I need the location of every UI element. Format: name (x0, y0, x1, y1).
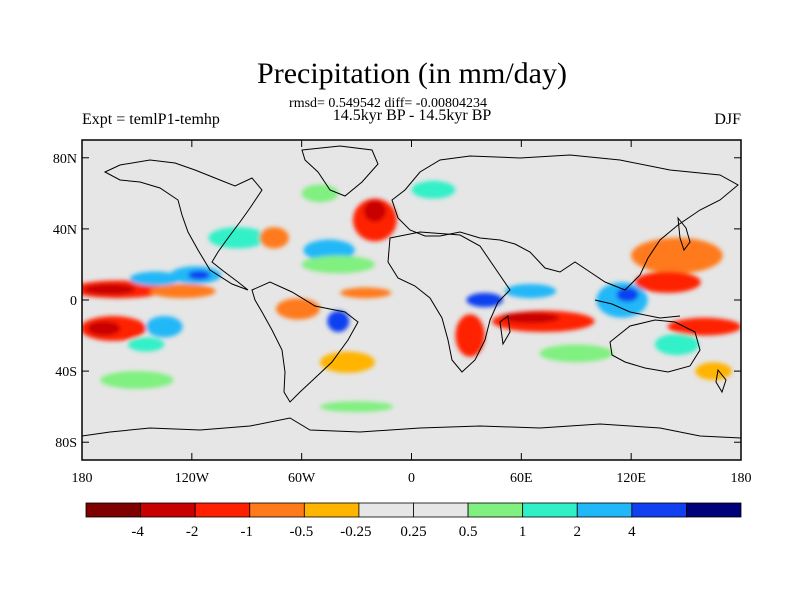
anomaly-region-s-pacific-wet2 (127, 337, 165, 352)
coastline-japan (677, 216, 691, 252)
anomaly-regions (82, 180, 741, 412)
colorbar-label-1: -2 (186, 524, 199, 540)
anomaly-region-n-america-wet (208, 227, 267, 249)
y-axis-ticks: 80N 40N 0 40S 80S (53, 152, 741, 451)
colorbar-swatch-5 (358, 502, 414, 518)
coastline-south-america (251, 281, 359, 403)
stats-line: rmsd= 0.549542 diff= -0.00804234 (289, 96, 487, 111)
anomaly-region-antarctic-green (319, 401, 394, 412)
colorbar-label-6: 0.5 (459, 524, 478, 540)
anomaly-region-spcz-dry (667, 317, 741, 336)
anomaly-region-arabian-sea-wet (504, 284, 557, 299)
colorbar-swatch-8 (522, 502, 578, 518)
anomaly-region-e-africa-wet (466, 292, 504, 308)
chart-title: Precipitation (in mm/day) (257, 57, 567, 90)
colorbar-label-0: -4 (131, 524, 144, 540)
anomaly-region-n-atlantic-green (301, 255, 375, 274)
colorbar-swatch-7 (467, 502, 524, 518)
anomaly-region-trop-atlantic-dry (340, 287, 392, 299)
colorbar-label-3: -0.5 (289, 524, 313, 540)
anomaly-region-indian-ocean-dry-core (501, 312, 560, 324)
anomaly-region-greenland-wet (301, 184, 339, 203)
x-tick-label-4: 60E (510, 471, 533, 486)
coastline-australia (609, 319, 701, 373)
colorbar-swatch-0 (85, 502, 141, 518)
anomaly-region-n-atlantic-wet (303, 239, 355, 261)
colorbar-swatch-4 (303, 502, 360, 518)
anomaly-region-s-indian-green (539, 344, 613, 363)
coastline-greenland (301, 145, 379, 197)
anomaly-region-amazon-dry (276, 298, 320, 320)
y-tick-label-2: 0 (70, 294, 77, 309)
x-tick-label-5: 120E (616, 471, 646, 486)
coastline-madagascar (499, 315, 511, 346)
colorbar-swatch-6 (413, 502, 469, 518)
season-label: DJF (714, 111, 741, 128)
experiment-label: Expt = temlP1-temhp (82, 111, 220, 128)
x-tick-label-6: 180 (731, 471, 752, 486)
anomaly-region-s-pacific-dry-core (87, 321, 121, 336)
coastline-africa (387, 231, 511, 373)
colorbar-label-7: 1 (519, 524, 527, 540)
x-tick-label-0: 180 (72, 471, 93, 486)
anomaly-region-s-pacific-green (100, 371, 174, 389)
anomaly-region-s-pacific-wet (146, 316, 183, 338)
anomaly-region-n-atlantic-dry-core (363, 200, 386, 222)
coastline-north-america (103, 159, 263, 291)
anomaly-region-n-pacific-wet (129, 271, 181, 286)
anomaly-region-tasman-dry (695, 362, 732, 380)
colorbar-swatch-3 (249, 502, 305, 518)
colorbar-label-9: 4 (628, 524, 636, 540)
colorbar-label-2: -1 (241, 524, 254, 540)
colorbar-swatch-9 (576, 502, 633, 518)
anomaly-region-w-pacific-dry-core (83, 284, 136, 295)
colorbar-swatch-10 (631, 502, 687, 518)
x-tick-label-2: 60W (288, 471, 316, 486)
anomaly-region-norway-wet (411, 180, 456, 199)
anomaly-region-s-africa-dry (455, 314, 485, 357)
anomaly-region-e-pacific-wet-core (188, 270, 211, 280)
colorbar-label-4: -0.25 (340, 524, 371, 540)
colorbar-swatch-1 (140, 502, 196, 518)
coastlines (82, 145, 741, 439)
y-tick-label-0: 80N (53, 152, 77, 167)
anomaly-region-s-atlantic-dry (319, 351, 375, 373)
y-tick-label-4: 80S (55, 436, 77, 451)
y-tick-label-3: 40S (55, 365, 77, 380)
y-tick-label-1: 40N (53, 223, 77, 238)
coastline-indonesia (594, 299, 681, 319)
anomaly-region-w-pacific-n-dry (631, 237, 723, 274)
colorbar-swatch-11 (686, 502, 742, 518)
chart-subtitle: 14.5kyr BP - 14.5kyr BP (333, 107, 492, 124)
anomaly-region-brazil-wet (327, 310, 350, 333)
anomaly-region-australia-wet (654, 333, 699, 356)
x-tick-label-3: 0 (408, 471, 415, 486)
colorbar-swatch-2 (194, 502, 251, 518)
x-tick-label-1: 120W (175, 471, 210, 486)
anomaly-region-c-pacific-dry-band (149, 284, 216, 299)
colorbar: -4 -2 -1 -0.5 -0.25 0.25 0.5 1 2 4 (85, 502, 742, 540)
x-axis-ticks: 180 120W 60W 0 60E 120E 180 (72, 140, 752, 486)
colorbar-label-8: 2 (574, 524, 582, 540)
anomaly-region-n-america-dry (259, 227, 289, 249)
anomaly-region-w-pacific-n-dry2 (634, 271, 701, 293)
coastline-new-zealand (715, 368, 727, 394)
colorbar-label-5: 0.25 (400, 524, 426, 540)
coastline-eurasia (391, 154, 739, 291)
anomaly-region-maritime-wet-core (616, 287, 639, 302)
coastline-antarctica (82, 417, 741, 439)
